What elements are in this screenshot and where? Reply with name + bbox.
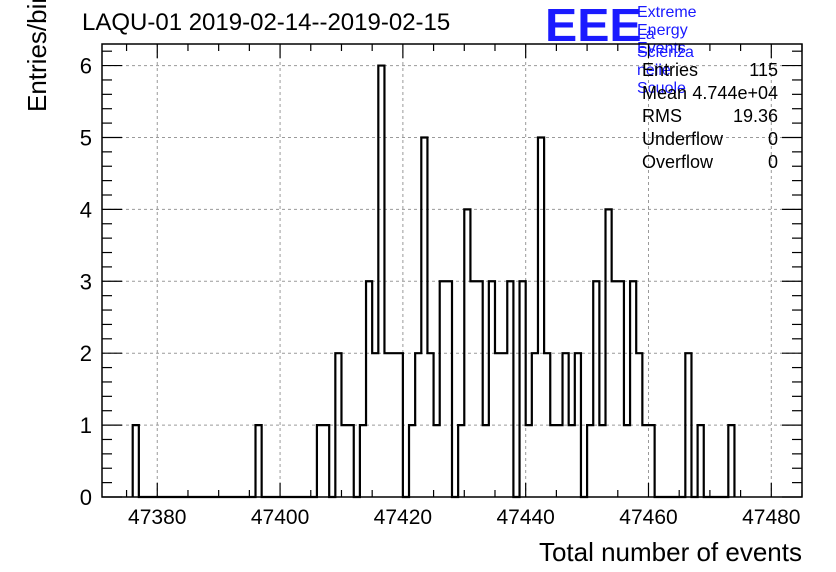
x-tick-label: 47440: [496, 506, 554, 529]
stat-rms-label: RMS: [642, 106, 682, 126]
logo-mark: EEE: [545, 0, 642, 51]
stat-underflow-value: 0: [767, 129, 778, 149]
stat-rms-value: 19.36: [732, 106, 778, 126]
stat-mean-value: 4.744e+04: [692, 83, 778, 103]
x-tick-label: 47420: [374, 506, 432, 529]
histogram-bin: [612, 281, 618, 497]
x-tick-label: 47480: [742, 506, 800, 529]
stat-entries-label: Entries: [642, 60, 699, 80]
stat-overflow-value: 0: [767, 152, 778, 172]
histogram-bin: [556, 425, 562, 497]
histogram-bin: [569, 425, 575, 497]
x-axis-label: Total number of events: [538, 537, 802, 567]
x-tick-label: 47380: [128, 506, 186, 529]
histogram-bin: [624, 425, 630, 497]
y-tick-label: 4: [80, 197, 92, 222]
chart-title: LAQU-01 2019-02-14--2019-02-15: [82, 9, 451, 36]
histogram-bin: [642, 425, 648, 497]
histogram-bin: [526, 425, 532, 497]
histogram-bin: [599, 425, 605, 497]
histogram-bin: [550, 425, 556, 497]
x-tick-label: 47460: [619, 506, 677, 529]
histogram-bin: [434, 425, 440, 497]
y-tick-label: 3: [80, 269, 92, 294]
stat-mean-label: Mean: [642, 83, 688, 103]
histogram-bin: [341, 425, 347, 497]
plot-frame: [101, 43, 803, 498]
y-tick-label: 5: [80, 125, 92, 150]
stat-entries-value: 115: [749, 60, 778, 80]
y-tick-label: 0: [80, 485, 92, 510]
y-tick-label: 6: [80, 54, 92, 79]
y-tick-label: 1: [80, 413, 92, 438]
stat-overflow-label: Overflow: [642, 152, 714, 172]
histogram-bin: [470, 281, 476, 497]
stat-underflow-label: Underflow: [642, 129, 724, 149]
x-tick-label: 47400: [251, 506, 309, 529]
y-tick-label: 2: [80, 341, 92, 366]
histogram-bin: [483, 425, 489, 497]
